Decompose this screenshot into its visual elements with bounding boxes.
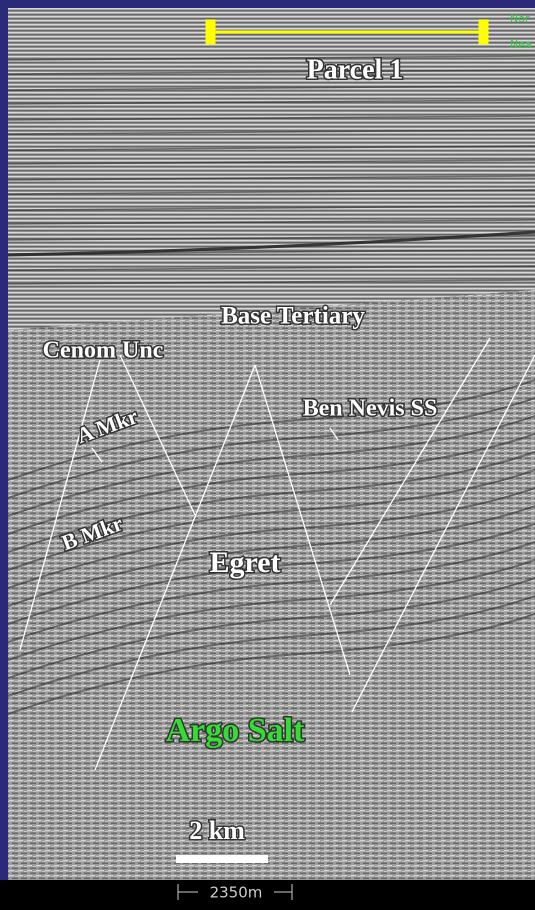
prospect-label: Egret bbox=[209, 546, 280, 579]
reflector bbox=[7, 541, 535, 643]
reflector bbox=[7, 205, 535, 211]
scale-label: 2 km bbox=[189, 816, 245, 845]
reflector bbox=[7, 559, 535, 661]
yellow-bar bbox=[205, 19, 489, 45]
faults bbox=[19, 337, 535, 771]
reflector bbox=[7, 55, 535, 61]
reflector bbox=[7, 595, 535, 697]
scale-bar bbox=[176, 855, 268, 863]
footer-arrows bbox=[177, 884, 293, 900]
reflector bbox=[7, 189, 535, 195]
reflector bbox=[7, 129, 535, 135]
horizon-label: Cenom Unc bbox=[43, 338, 164, 364]
reflector bbox=[7, 230, 535, 257]
reflector bbox=[7, 379, 535, 481]
reflector bbox=[7, 523, 535, 625]
reflector bbox=[7, 175, 535, 181]
reflector bbox=[7, 69, 535, 75]
reflector bbox=[7, 145, 535, 151]
reflector bbox=[7, 159, 535, 165]
reflector bbox=[7, 265, 535, 271]
title: Parcel 1 bbox=[307, 54, 404, 85]
reflector bbox=[7, 219, 535, 225]
reflectors bbox=[7, 55, 535, 715]
footer bbox=[0, 880, 535, 910]
corner-label: Nea bbox=[510, 38, 532, 51]
horizon-label: Base Tertiary bbox=[221, 303, 365, 330]
corner-label: Nor bbox=[510, 12, 530, 25]
reflector bbox=[7, 99, 535, 105]
horizon-label: Ben Nevis SS bbox=[303, 396, 438, 422]
reflector bbox=[7, 433, 535, 535]
reflector bbox=[7, 487, 535, 589]
reflector bbox=[7, 451, 535, 553]
reflector bbox=[7, 613, 535, 715]
salt-label: Argo Salt bbox=[166, 712, 306, 749]
reflector bbox=[7, 115, 535, 121]
reflector bbox=[7, 85, 535, 91]
reflector bbox=[7, 505, 535, 607]
reflector bbox=[7, 397, 535, 499]
reflector bbox=[7, 415, 535, 517]
footer-scale: 2350m bbox=[210, 884, 263, 902]
reflector bbox=[7, 279, 535, 285]
reflector bbox=[7, 577, 535, 679]
